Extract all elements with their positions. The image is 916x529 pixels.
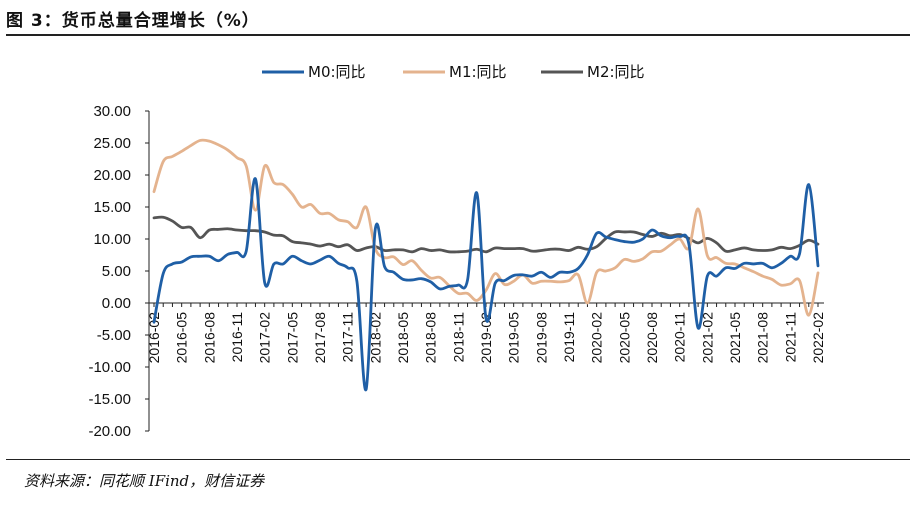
series-layer <box>152 138 820 391</box>
x-tick-label: 2017-08 <box>312 312 328 364</box>
series-line-m0 <box>152 177 820 391</box>
y-tick-label: 5.00 <box>102 263 131 280</box>
x-tick-label: 2018-05 <box>395 312 411 364</box>
y-tick-label: -20.00 <box>88 423 131 440</box>
y-axis: 30.00 25.00 20.00 15.00 10.00 5.00 0.00 -5.00 -1… <box>88 103 150 440</box>
x-tick-label: 2021-11 <box>782 312 798 363</box>
y-tick-label: 0.00 <box>102 295 131 312</box>
y-tick-label: 15.00 <box>93 199 131 216</box>
x-tick-label: 2020-11 <box>672 312 688 363</box>
x-tick-label: 2020-02 <box>589 312 605 364</box>
x-tick-label: 2016-08 <box>201 312 217 364</box>
y-tick-label: 20.00 <box>93 167 131 184</box>
x-tick-label: 2021-08 <box>755 312 771 364</box>
x-tick-label: 2018-11 <box>450 312 466 363</box>
x-tick-label: 2016-11 <box>229 312 245 363</box>
x-tick-label: 2017-05 <box>284 312 300 364</box>
legend-label-m1: M1:同比 <box>449 63 507 81</box>
x-tick-label: 2021-02 <box>699 312 715 364</box>
x-tick-label: 2017-11 <box>340 312 356 363</box>
line-chart: M0:同比 M1:同比 M2:同比 30.00 25.00 20.00 15.00 10.0… <box>88 63 826 440</box>
x-tick-label: 2019-11 <box>561 312 577 363</box>
x-tick-label: 2017-02 <box>257 312 273 364</box>
x-tick-label: 2020-08 <box>644 312 660 364</box>
legend-label-m0: M0:同比 <box>308 63 366 81</box>
x-tick-label: 2016-05 <box>174 312 190 364</box>
x-tick-label: 2019-08 <box>533 312 549 364</box>
series-line-m1 <box>152 138 820 317</box>
y-tick-label: 30.00 <box>93 103 131 120</box>
y-tick-label: -10.00 <box>88 359 131 376</box>
chart-title: 图 3：货币总量合理增长（%） <box>6 11 260 31</box>
x-tick-label: 2020-05 <box>616 312 632 364</box>
x-tick-label: 2019-02 <box>478 312 494 364</box>
x-tick-label: 2021-05 <box>727 312 743 364</box>
series-line-m2 <box>152 215 820 254</box>
x-tick-label: 2019-05 <box>506 312 522 364</box>
y-tick-label: 10.00 <box>93 231 131 248</box>
x-tick-label: 2016-02 <box>146 312 162 364</box>
bottom-divider <box>6 459 910 460</box>
x-axis: 2016-02 2016-05 2016-08 2016-11 2017-02 2017-… <box>146 302 826 364</box>
y-tick-label: -15.00 <box>88 391 131 408</box>
y-tick-label: -5.00 <box>97 327 131 344</box>
top-divider <box>6 34 910 36</box>
y-tick-label: 25.00 <box>93 135 131 152</box>
legend-label-m2: M2:同比 <box>587 63 645 81</box>
x-tick-label: 2018-08 <box>423 312 439 364</box>
x-tick-label: 2022-02 <box>810 312 826 364</box>
source-note: 资料来源：同花顺 IFind，财信证券 <box>24 472 265 490</box>
chart-legend: M0:同比 M1:同比 M2:同比 <box>262 63 645 81</box>
